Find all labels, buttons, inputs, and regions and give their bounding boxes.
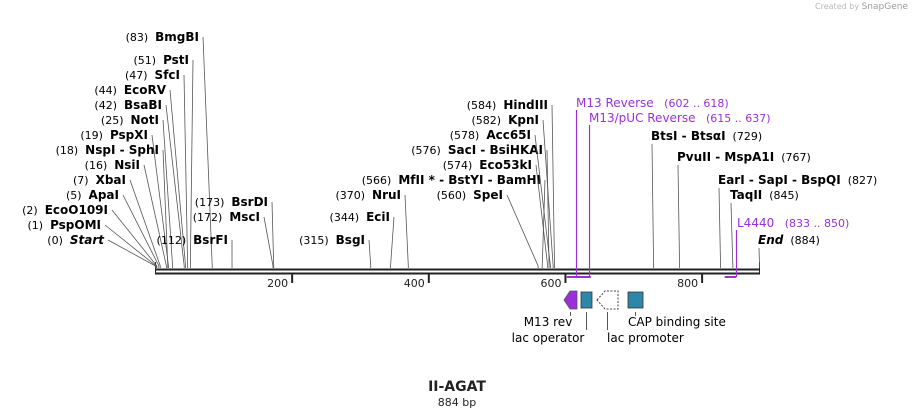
site-btsi-leader [651,143,654,268]
site-eari-label: EarI - SapI - BspQI (827) [718,173,877,187]
ruler-tick-label: 600 [540,277,561,290]
site-pspomi-label: (1) PspOMI [27,218,101,232]
features: M13 rev lac operator lac promoter CAP bi… [512,290,726,345]
watermark-created-by: Created by [815,2,860,11]
primer-m13pucreverse-label: M13/pUC Reverse (615 .. 637) [589,111,771,125]
site-sfci-leader [183,74,189,268]
site-msci-label: (172) MscI [193,210,260,224]
primer-l4440-label: L4440 (833 .. 850) [737,216,849,230]
lac-operator-label: lac operator [512,331,585,345]
site-ecoo109i-label: (2) EcoO109I [22,203,108,217]
site-acc65i-leader [534,134,551,268]
construct-name: II-AGAT [428,379,486,395]
site-bsabi-leader [165,104,185,268]
site-bsabi-label: (42) BsaBI [94,98,162,112]
site-ecorv-label: (44) EcoRV [94,83,166,97]
site-xbai-label: (7) XbaI [73,173,126,187]
site-noti-label: (25) NotI [101,113,159,127]
site-pvuii-label: PvuII - MspA1I (767) [677,150,811,164]
primers: M13 Reverse (602 .. 618)M13/pUC Reverse … [566,96,849,278]
site-ecoo109i-leader [111,209,158,268]
site-spei-label: (560) SpeI [437,188,503,202]
site-pspomi-leader [104,224,157,268]
site-ecii-leader [390,216,395,268]
site-bsgi-leader [368,239,372,268]
site-nsii-leader [143,164,167,268]
restriction-sites: (0) Start(1) PspOMI(2) EcoO109I(5) ApaI(… [22,30,877,268]
cap-binding-site-label: CAP binding site [628,315,726,329]
site-nspi-leader [162,149,169,268]
site-pspxi-label: (19) PspXI [80,128,148,142]
site-bsgi-label: (315) BsgI [299,233,365,247]
site-bmgbi-leader [202,36,213,268]
site-eco53ki-label: (574) Eco53kI [443,158,532,172]
site-hindiii-leader [551,104,555,268]
site-noti-leader [162,119,173,268]
site-acc65i-label: (578) Acc65I [450,128,531,142]
watermark-brand: SnapGene [861,2,908,12]
lac-promoter-feature[interactable] [596,290,619,310]
snapgene-watermark: Created by SnapGene [815,2,908,12]
ruler-tick-label: 400 [404,277,425,290]
site-apai-label: (5) ApaI [66,188,119,202]
ruler-tick-label: 200 [267,277,288,290]
site-kpni-leader [542,119,554,268]
primer-m13reverse-label: M13 Reverse (602 .. 618) [576,96,729,110]
site-start-leader [107,239,156,268]
m13-rev-label: M13 rev [524,315,573,329]
lac-operator-feature[interactable] [580,291,593,309]
site-hindiii-label: (584) HindIII [467,98,548,112]
site-bsrdi-label: (173) BsrDI [195,195,268,209]
site-sfci-label: (47) SfcI [125,68,180,82]
site-nsii-label: (16) NsiI [85,158,140,172]
ruler-tick-label: 800 [677,277,698,290]
site-nspi-label: (18) NspI - SphI [56,143,159,157]
site-xbai-leader [129,179,161,268]
site-saci-label: (576) SacI - BsiHKAI [411,143,543,157]
site-psti-label: (51) PstI [133,53,189,67]
site-ecii-label: (344) EciI [330,210,390,224]
site-bsrdi-leader [271,201,275,268]
site-ecorv-leader [169,89,186,268]
site-eco53ki-leader [535,164,549,268]
site-nrui-leader [404,194,409,268]
site-end-leader [758,247,760,268]
site-start-label: (0) Start [47,233,105,247]
site-pspxi-leader [151,134,169,268]
cap-binding-site-feature[interactable] [627,291,644,309]
site-mfii-label: (566) MfII * - BstYI - BamHI [362,173,541,187]
site-bmgbi-label: (83) BmgBI [126,30,199,44]
site-msci-leader [263,216,274,268]
site-spei-leader [506,194,539,268]
construct-length: 884 bp [437,396,477,409]
site-kpni-label: (582) KpnI [472,113,539,127]
m13-rev-feature[interactable] [563,290,578,310]
site-btsi-label: BtsI - BtsαI (729) [651,129,762,143]
ruler: 200 400 600 800 [267,274,704,290]
site-pvuii-leader [677,164,680,268]
site-end-label: End (884) [758,233,820,247]
site-apai-leader [122,194,160,268]
site-nrui-label: (370) NruI [335,188,401,202]
site-taqii-leader [730,202,734,268]
site-eari-leader [718,187,721,268]
site-taqii-label: TaqII (845) [730,188,799,202]
site-bsrfi-label: (112) BsrFI [157,233,228,247]
site-psti-leader [189,59,194,268]
lac-promoter-label: lac promoter [607,331,684,345]
